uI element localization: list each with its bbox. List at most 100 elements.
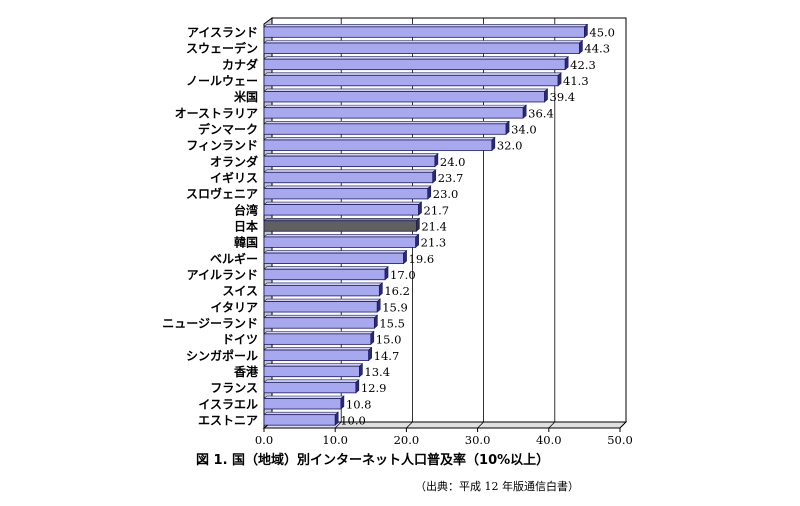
data-label: 23.7 [438,171,464,185]
data-label: 21.7 [424,203,450,217]
bar [263,104,527,119]
gridline-diag [619,421,627,429]
bar-front [263,236,417,248]
tick-label: 20.0 [394,433,420,447]
category-label: カナダ [222,57,258,72]
data-label: 15.9 [382,300,408,314]
category-label: ベルギー [210,251,258,266]
data-label: 21.4 [421,220,447,234]
category-label: デンマーク [198,122,258,137]
bar-end [355,379,360,394]
category-label: アイスランド [187,26,258,40]
bar-front [263,91,545,103]
data-label: 10.0 [340,413,366,427]
gridline-diag [477,421,484,429]
bar-end [359,363,363,378]
bar [263,201,423,216]
data-label: 41.3 [563,74,589,88]
bar [263,88,549,103]
tick-label: 40.0 [536,433,562,447]
bar-end [522,104,527,119]
bar-end [340,395,345,410]
bar-front [263,123,507,135]
bar-front [263,204,419,216]
bar [263,56,570,71]
bar-front [263,74,559,87]
bar-end [427,185,432,200]
bar-end [374,314,378,329]
bar [263,185,432,200]
bar [263,23,589,38]
bar-front [263,58,566,71]
bar [263,411,340,426]
category-label: 日本 [234,219,258,234]
bar-front [263,317,375,329]
data-label: 32.0 [497,139,523,153]
bar-end [491,136,496,152]
bar-end [434,152,439,168]
tick-label: 10.0 [322,433,348,447]
bar [263,282,384,297]
data-label: 14.7 [374,349,400,363]
category-label: ドイツ [222,333,258,347]
category-label: オランダ [210,154,258,169]
category-label: エストニア [198,413,258,427]
tick-label: 50.0 [607,433,633,447]
bar [263,217,421,232]
bar-front [263,188,429,200]
bar-end [544,88,548,103]
category-label: イタリア [210,300,258,314]
bar-end [584,23,588,38]
data-label: 45.0 [589,26,615,40]
category-label: 台湾 [234,202,258,217]
category-label: 米国 [234,89,258,104]
data-label: 42.3 [570,58,596,72]
category-label: スロヴェニア [186,186,258,201]
data-label: 15.0 [376,333,402,347]
data-label: 13.4 [364,365,390,379]
category-label: オーストラリア [175,106,258,120]
data-label: 36.4 [528,106,554,120]
bar [263,136,496,152]
bar-front [263,301,378,313]
category-label: スイス [222,284,258,298]
data-label: 21.3 [421,236,447,250]
bar [263,298,382,313]
bar-front [263,333,372,345]
bar-end [370,330,375,346]
chart-source: （出典：平成 12 年版通信白書） [415,480,579,493]
category-label: イギリス [210,170,258,185]
chart-title: 図 1. 国（地域）別インターネット人口普及率（10%以上） [196,453,550,468]
value-labels: 45.0 44.3 42.3 41.3 39.4 36.4 34.0 32.0 24.0 23.7… [340,26,615,428]
bar [263,395,345,410]
bar-front [263,349,370,361]
bar [263,39,584,55]
data-label: 10.8 [346,397,372,411]
bar [263,330,375,346]
bar-front [263,252,404,264]
bar-end [432,169,437,184]
category-label: アイルランド [187,268,258,282]
bar-front [263,268,386,281]
category-labels: アイスランドスウェーデンカナダノールウェー米国オーストラリアデンマークフィンラン… [162,26,259,428]
bar-end [379,282,383,297]
bar-front [263,171,434,184]
bar-front [263,155,436,168]
bar-end [376,298,381,313]
category-label: ニュージーランド [162,316,258,330]
bar-end [579,39,583,55]
gridline-diag [548,421,556,429]
bar-front [263,107,524,119]
category-label: フィンランド [186,139,258,153]
bar [263,72,562,87]
bar [263,363,364,378]
data-label: 16.2 [384,284,410,298]
category-label: 韓国 [234,235,258,250]
bar-front [263,365,360,378]
data-label: 12.9 [361,381,387,395]
category-label: フランス [210,381,258,395]
bar-end [384,266,389,281]
bar-end [334,411,339,426]
bar [263,120,510,135]
tick-label: 0.0 [255,433,273,447]
